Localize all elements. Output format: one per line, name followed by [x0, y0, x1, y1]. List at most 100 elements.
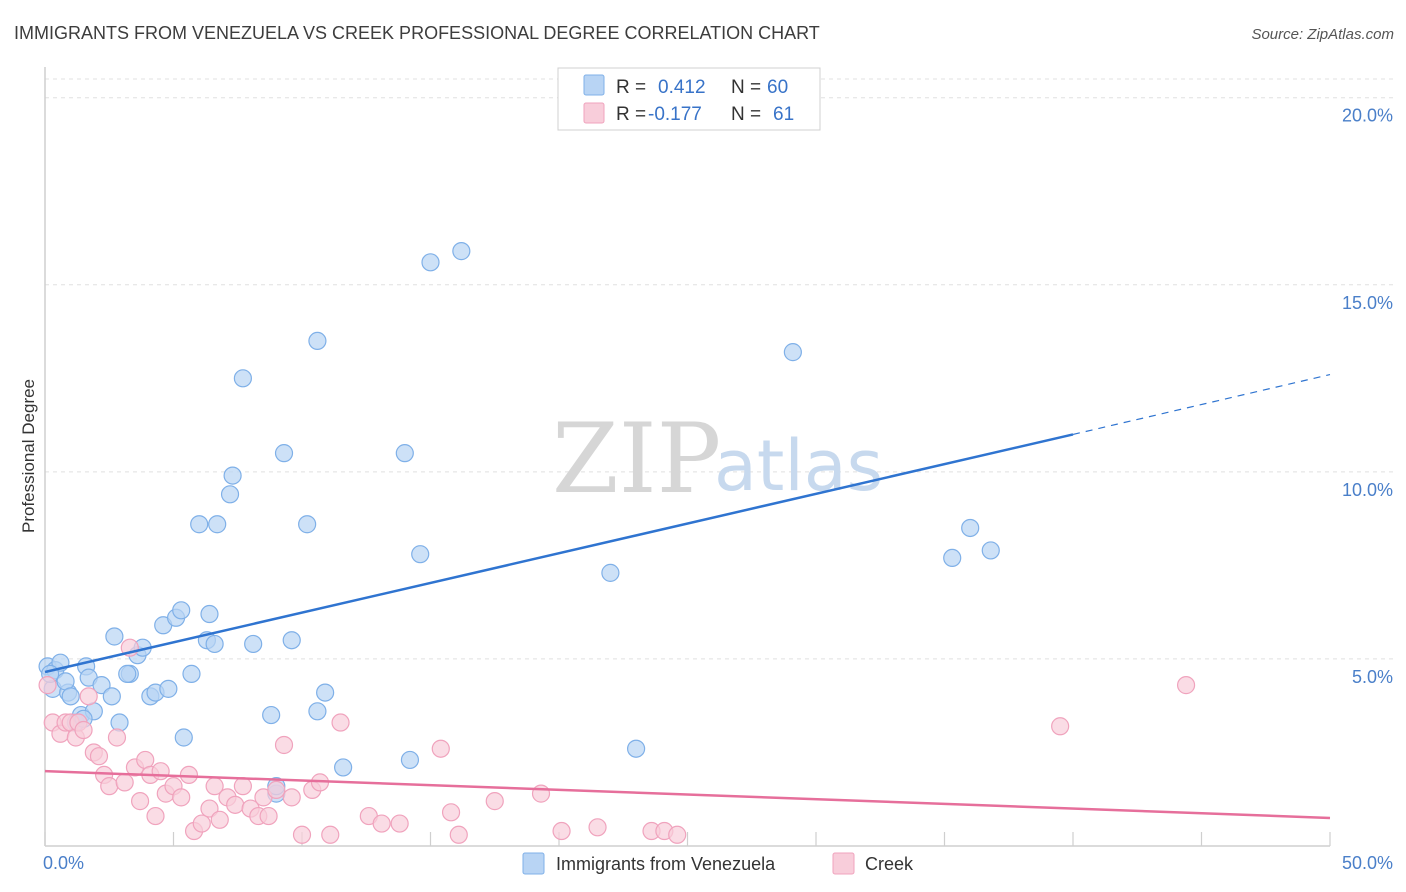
point-venezuela — [400, 750, 420, 770]
series-legend-label-creek: Creek — [865, 854, 914, 874]
point-creek — [74, 720, 93, 740]
point-venezuela — [174, 728, 193, 747]
stats-legend: R = 0.412 N = 60 R = -0.177 N = 61 — [557, 67, 821, 131]
point-venezuela — [190, 515, 209, 534]
grid-lines — [45, 78, 1393, 660]
point-creek — [100, 777, 119, 796]
point-venezuela — [626, 739, 646, 758]
y-tick-label: 20.0% — [1342, 106, 1393, 126]
point-creek — [1051, 717, 1070, 736]
point-venezuela — [262, 705, 281, 725]
series-legend: Immigrants from Venezuela Creek — [522, 852, 914, 875]
point-creek — [200, 799, 219, 818]
trend-line-venezuela-extension — [1072, 373, 1331, 436]
point-venezuela — [182, 664, 201, 683]
point-creek — [107, 728, 127, 747]
axes — [44, 67, 1331, 847]
scatter-points — [38, 242, 1196, 844]
point-venezuela — [601, 563, 620, 582]
legend-r-label-1: R = — [616, 77, 646, 98]
point-venezuela — [105, 627, 124, 646]
point-venezuela — [172, 601, 191, 620]
point-venezuela — [223, 466, 242, 485]
point-venezuela — [395, 444, 414, 463]
point-creek — [431, 739, 450, 758]
point-creek — [130, 792, 150, 811]
point-creek — [172, 788, 191, 807]
point-venezuela — [159, 679, 178, 698]
point-venezuela — [274, 444, 294, 463]
point-venezuela — [208, 515, 227, 534]
point-creek — [226, 795, 245, 814]
y-tick-label: 5.0% — [1352, 667, 1393, 687]
chart-title: IMMIGRANTS FROM VENEZUELA VS CREEK PROFE… — [14, 23, 820, 43]
point-venezuela — [308, 331, 327, 351]
point-creek — [89, 747, 109, 766]
x-tick-label: 50.0% — [1342, 853, 1393, 873]
point-creek — [233, 777, 252, 796]
point-venezuela — [452, 242, 471, 261]
point-venezuela — [298, 515, 317, 534]
point-creek — [192, 814, 211, 833]
point-venezuela — [981, 541, 1000, 560]
legend-r-label-2: R = — [616, 104, 646, 125]
point-venezuela — [233, 369, 252, 388]
y-axis-label: Professional Degree — [19, 379, 38, 533]
trend-line-creek — [44, 769, 1331, 820]
legend-r-value-2: -0.177 — [648, 104, 702, 125]
point-venezuela — [205, 634, 224, 654]
point-creek — [282, 788, 301, 807]
series-legend-swatch-venezuela — [522, 852, 545, 875]
x-tick-label: 0.0% — [43, 853, 84, 873]
point-creek — [115, 773, 134, 792]
y-tick-label: 10.0% — [1342, 480, 1393, 500]
point-venezuela — [110, 713, 129, 732]
point-venezuela — [421, 253, 440, 272]
point-creek — [552, 821, 571, 841]
legend-n-value-2: 61 — [773, 104, 794, 125]
point-creek — [259, 806, 278, 826]
point-creek — [274, 735, 294, 755]
point-creek — [588, 818, 607, 837]
point-venezuela — [411, 545, 430, 564]
point-creek — [179, 765, 199, 785]
legend-swatch-creek — [583, 102, 605, 124]
point-venezuela — [61, 687, 80, 706]
watermark-atlas: atlas — [714, 425, 883, 507]
point-venezuela — [961, 518, 980, 538]
y-tick-label: 15.0% — [1342, 293, 1393, 313]
point-venezuela — [282, 631, 301, 650]
point-creek — [390, 814, 409, 833]
series-legend-label-venezuela: Immigrants from Venezuela — [556, 854, 776, 874]
point-venezuela — [943, 548, 962, 568]
legend-r-value-1: 0.412 — [658, 77, 706, 98]
legend-swatch-venezuela — [583, 74, 605, 96]
point-venezuela — [200, 604, 219, 624]
point-creek — [267, 780, 286, 799]
point-creek — [79, 687, 98, 706]
point-venezuela — [244, 634, 263, 654]
chart-source: Source: ZipAtlas.com — [1251, 26, 1394, 43]
legend-n-value-1: 60 — [767, 77, 788, 98]
point-venezuela — [92, 676, 111, 695]
point-venezuela — [220, 485, 240, 504]
series-legend-swatch-creek — [832, 852, 855, 875]
point-venezuela — [783, 343, 802, 362]
point-creek — [441, 803, 461, 822]
point-creek — [449, 825, 468, 844]
point-creek — [210, 810, 229, 829]
point-venezuela — [118, 664, 137, 683]
point-creek — [151, 762, 170, 781]
point-venezuela — [316, 683, 335, 702]
point-creek — [146, 806, 165, 826]
point-venezuela — [102, 687, 121, 706]
point-creek — [321, 825, 340, 844]
x-tick-labels: 0.0% 50.0% — [43, 853, 1393, 873]
point-creek — [1176, 676, 1196, 695]
legend-n-label-1: N = — [731, 77, 761, 98]
point-creek — [292, 825, 312, 844]
point-venezuela — [308, 702, 327, 721]
point-creek — [38, 676, 57, 695]
point-creek — [331, 713, 350, 732]
